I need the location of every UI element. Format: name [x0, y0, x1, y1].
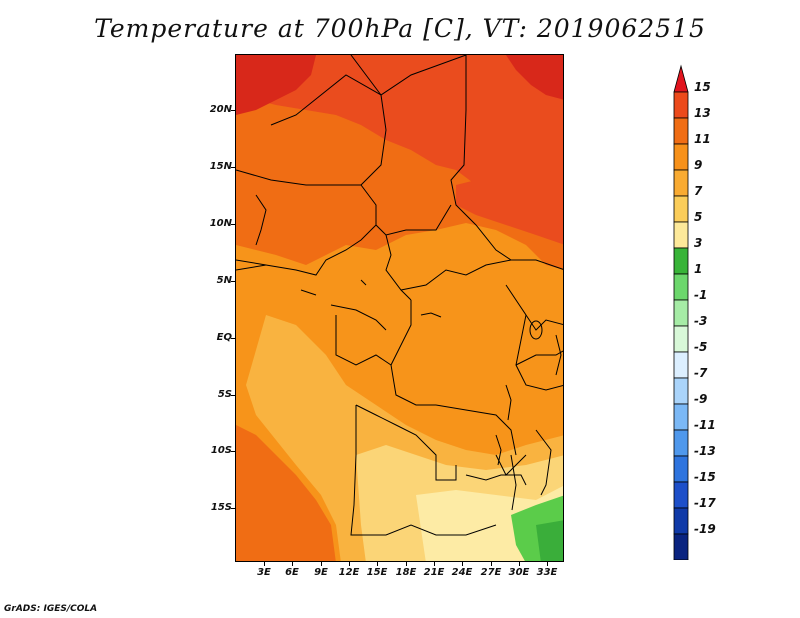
- map-panel: [235, 54, 564, 562]
- lon-label-30e: 30E: [508, 567, 530, 578]
- colorbar: [673, 64, 689, 560]
- colorbar-swatch: [673, 429, 689, 457]
- lon-tick: [377, 562, 378, 566]
- footer-credit: GrADS: IGES/COLA: [4, 604, 98, 614]
- lon-label-27e: 27E: [480, 567, 502, 578]
- lat-tick: [231, 110, 235, 111]
- field-13c-east: [456, 170, 563, 245]
- colorbar-swatch: [673, 325, 689, 353]
- lakes: [360, 279, 543, 511]
- colorbar-label: -17: [694, 496, 716, 510]
- colorbar-swatch: [673, 299, 689, 327]
- lon-tick: [264, 562, 265, 566]
- colorbar-swatch: [673, 221, 689, 249]
- colorbar-label: -7: [694, 366, 708, 380]
- colorbar-label: -19: [694, 522, 716, 536]
- colorbar-swatch: [673, 169, 689, 197]
- colorbar-swatch: [673, 247, 689, 275]
- lon-label-24e: 24E: [451, 567, 473, 578]
- colorbar-triangle-top: [673, 64, 689, 93]
- field-13c: [236, 55, 563, 215]
- lon-label-18e: 18E: [395, 567, 417, 578]
- lat-tick: [231, 395, 235, 396]
- lon-label-33e: 33E: [536, 567, 558, 578]
- colorbar-label: 11: [694, 132, 711, 146]
- lon-tick: [519, 562, 520, 566]
- colorbar-swatch: [673, 143, 689, 171]
- colorbar-swatch: [673, 455, 689, 483]
- colorbar-label: 3: [694, 236, 703, 250]
- colorbar-swatch: [673, 351, 689, 379]
- lon-tick: [434, 562, 435, 566]
- lat-label-10n: 10N: [209, 218, 232, 229]
- lon-tick: [406, 562, 407, 566]
- lat-label-eq: EQ: [216, 332, 232, 343]
- lat-tick: [231, 451, 235, 452]
- colorbar-label: -9: [694, 392, 708, 406]
- field-15c-ne: [506, 55, 563, 100]
- lon-tick: [462, 562, 463, 566]
- lon-label-21e: 21E: [423, 567, 445, 578]
- colorbar-swatch: [673, 91, 689, 119]
- lat-label-5s: 5S: [217, 389, 232, 400]
- colorbar-label: -15: [694, 470, 716, 484]
- colorbar-label: 5: [694, 210, 703, 224]
- lat-label-15s: 15S: [210, 502, 232, 513]
- lat-tick: [231, 167, 235, 168]
- lat-tick: [231, 338, 235, 339]
- lon-tick: [321, 562, 322, 566]
- colorbar-swatch: [673, 481, 689, 509]
- lon-tick: [547, 562, 548, 566]
- colorbar-swatch: [673, 273, 689, 301]
- lat-label-15n: 15N: [209, 161, 232, 172]
- lat-tick: [231, 281, 235, 282]
- lat-label-10s: 10S: [210, 445, 232, 456]
- field-11c-west: [236, 425, 336, 561]
- lon-label-3e: 3E: [257, 567, 271, 578]
- lon-tick: [491, 562, 492, 566]
- colorbar-label: 15: [694, 80, 711, 94]
- colorbar-label: -13: [694, 444, 716, 458]
- colorbar-label: 7: [694, 184, 703, 198]
- colorbar-label: 13: [694, 106, 711, 120]
- lon-tick: [349, 562, 350, 566]
- colorbar-swatch: [673, 533, 689, 560]
- field-15c: [236, 55, 316, 115]
- lat-label-5n: 5N: [216, 275, 232, 286]
- colorbar-label: -1: [694, 288, 708, 302]
- colorbar-label: 1: [694, 262, 703, 276]
- temperature-map: [236, 55, 563, 561]
- colorbar-swatch: [673, 403, 689, 431]
- colorbar-swatch: [673, 507, 689, 535]
- colorbar-label: -11: [694, 418, 716, 432]
- lon-label-6e: 6E: [285, 567, 299, 578]
- field-minus1c: [536, 520, 563, 561]
- lat-tick: [231, 224, 235, 225]
- lon-label-12e: 12E: [338, 567, 360, 578]
- colorbar-label: 9: [694, 158, 703, 172]
- country-borders: [236, 55, 563, 536]
- colorbar-swatch: [673, 195, 689, 223]
- lat-label-20n: 20N: [209, 104, 232, 115]
- lat-tick: [231, 508, 235, 509]
- colorbar-label: -5: [694, 340, 708, 354]
- colorbar-label: -3: [694, 314, 708, 328]
- colorbar-swatch: [673, 377, 689, 405]
- chart-title: Temperature at 700hPa [C], VT: 201906251…: [94, 14, 706, 43]
- colorbar-swatch: [673, 117, 689, 145]
- lon-label-9e: 9E: [314, 567, 328, 578]
- lon-tick: [292, 562, 293, 566]
- lon-label-15e: 15E: [366, 567, 388, 578]
